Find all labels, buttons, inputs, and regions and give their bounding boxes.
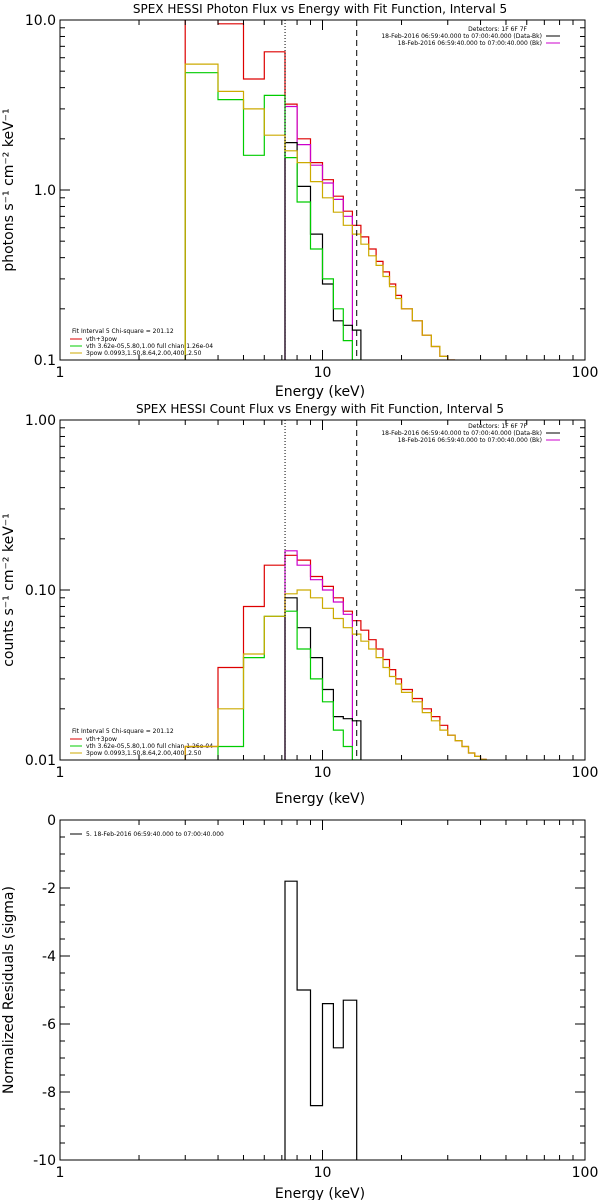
legend-3pow: 3pow 0.0993,1.50,8.64,2.00,400.,2.50	[86, 750, 202, 757]
x-tick-label: 1	[56, 365, 65, 381]
series-3-line	[184, 72, 361, 360]
x-axis-label: Energy (keV)	[275, 791, 365, 807]
series-0-line	[184, 20, 456, 360]
count-flux-panel: SPEX HESSI Count Flux vs Energy with Fit…	[1, 402, 598, 807]
y-tick-label: 0.1	[34, 353, 56, 369]
photon-flux-panel: SPEX HESSI Photon Flux vs Energy with Fi…	[1, 2, 599, 400]
legend-bk: 18-Feb-2016 06:59:40.000 to 07:00:40.000…	[398, 437, 542, 444]
y-axis-label: photons s⁻¹ cm⁻² keV⁻¹	[1, 108, 17, 271]
series-0-line	[284, 880, 358, 1160]
series-0-line	[184, 554, 487, 760]
y-tick-label: 0.01	[25, 753, 56, 769]
y-tick-label: 0.10	[25, 583, 56, 599]
panel-title: SPEX HESSI Count Flux vs Energy with Fit…	[136, 402, 504, 416]
series-4-line	[184, 63, 456, 360]
legend-interval: 5. 18-Feb-2016 06:59:40.000 to 07:00:40.…	[86, 831, 224, 838]
y-tick-label: -4	[42, 949, 56, 965]
series-1-line	[284, 550, 353, 760]
residuals-panel: Energy (keV) Normalized Residuals (sigma…	[1, 813, 598, 1200]
legend-data-bk: 18-Feb-2016 06:59:40.000 to 07:00:40.000…	[381, 430, 542, 437]
legend-vth: vth 3.62e-05,5.80,1.00 full chian 1.26e-…	[86, 743, 213, 750]
x-axis-label: Energy (keV)	[275, 1186, 365, 1200]
y-tick-label: -6	[42, 1017, 56, 1033]
y-axis-label: Normalized Residuals (sigma)	[1, 886, 17, 1094]
legend-total: vth+3pow	[86, 336, 117, 343]
panel-title: SPEX HESSI Photon Flux vs Energy with Fi…	[133, 2, 507, 16]
x-tick-label: 100	[572, 765, 599, 781]
fit-chi-label: Fit Interval 5 Chi-square = 201.12	[72, 328, 174, 335]
y-tick-label: 1.00	[25, 413, 56, 429]
series-3-line	[217, 610, 361, 760]
x-tick-label: 10	[314, 765, 332, 781]
y-tick-label: 0	[47, 813, 56, 829]
x-tick-label: 100	[572, 365, 599, 381]
detectors-label: Detectors: 1F 6F 7F	[468, 26, 527, 33]
y-tick-label: 1.0	[34, 183, 56, 199]
y-tick-label: 10.0	[25, 13, 56, 29]
legend-data-bk: 18-Feb-2016 06:59:40.000 to 07:00:40.000…	[381, 33, 542, 40]
y-tick-label: -2	[42, 881, 56, 897]
fit-chi-label: Fit Interval 5 Chi-square = 201.12	[72, 728, 174, 735]
plot-frame	[59, 819, 586, 1161]
x-tick-label: 10	[314, 1165, 332, 1181]
y-tick-label: -8	[42, 1085, 56, 1101]
x-tick-label: 1	[56, 765, 65, 781]
y-axis-label: counts s⁻¹ cm⁻² keV⁻¹	[1, 513, 17, 667]
x-tick-label: 100	[572, 1165, 599, 1181]
legend-total: vth+3pow	[86, 736, 117, 743]
x-axis-label: Energy (keV)	[275, 384, 365, 400]
series-1-line	[284, 105, 353, 360]
x-tick-label: 10	[314, 365, 332, 381]
detectors-label: Detectors: 1F 6F 7F	[468, 423, 527, 430]
series-4-line	[184, 589, 487, 760]
y-tick-label: -10	[33, 1153, 56, 1169]
legend-bk: 18-Feb-2016 06:59:40.000 to 07:00:40.000…	[398, 40, 542, 47]
legend-vth: vth 3.62e-05,5.80,1.00 full chian 1.26e-…	[86, 343, 213, 350]
legend-3pow: 3pow 0.0993,1.50,8.64,2.00,400.,2.50	[86, 350, 202, 357]
x-tick-label: 1	[56, 1165, 65, 1181]
